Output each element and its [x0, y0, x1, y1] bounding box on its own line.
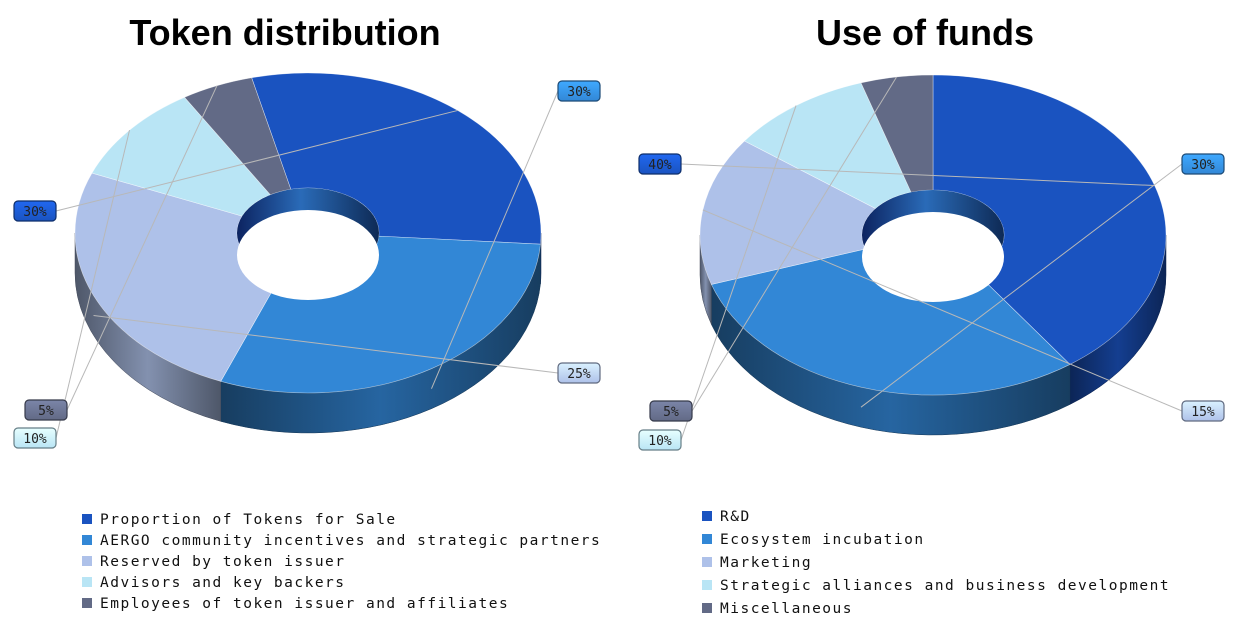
label-leader-4: [691, 76, 897, 412]
label-leader-1: [431, 90, 559, 389]
data-label-box-4: [649, 400, 693, 422]
legend-label: Miscellaneous: [720, 601, 853, 617]
legend-item: Advisors and key backers: [82, 573, 601, 594]
label-leader-1: [860, 163, 1183, 408]
legend-item: Marketing: [702, 552, 1170, 575]
legend-item: Reserved by token issuer: [82, 552, 601, 573]
data-label-box-0: [13, 200, 57, 222]
data-label-box-3: [638, 429, 682, 451]
legend-swatch: [82, 535, 92, 545]
label-leader-3: [680, 105, 797, 441]
legend-label: Strategic alliances and business develop…: [720, 578, 1171, 594]
data-label-0: 30%: [23, 205, 47, 220]
legend-swatch: [82, 598, 92, 608]
legend-label: Employees of token issuer and affiliates: [100, 596, 510, 612]
legend-label: Ecosystem incubation: [720, 532, 925, 548]
legend-swatch: [82, 577, 92, 587]
legend-item: Ecosystem incubation: [702, 529, 1170, 552]
legend-label: R&D: [720, 509, 751, 525]
data-label-box-3: [13, 427, 57, 449]
data-label-3: 10%: [648, 434, 672, 449]
legend-token-distribution: Proportion of Tokens for Sale AERGO commu…: [82, 510, 601, 615]
legend-swatch: [82, 514, 92, 524]
legend-item: Employees of token issuer and affiliates: [82, 594, 601, 615]
legend-label: AERGO community incentives and strategic…: [100, 533, 602, 549]
legend-swatch: [702, 603, 712, 613]
chart-title-token-distribution: Token distribution: [129, 12, 441, 53]
data-label-2: 25%: [567, 367, 591, 382]
data-label-box-1: [1181, 153, 1225, 175]
label-leader-2: [93, 315, 559, 374]
legend-swatch: [702, 580, 712, 590]
legend-label: Proportion of Tokens for Sale: [100, 512, 397, 528]
data-label-4: 5%: [38, 404, 54, 419]
use-of-funds-chart: 40% 30% 15% 10% 5%: [638, 74, 1225, 451]
label-leader-3: [55, 130, 130, 439]
data-label-box-4: [24, 399, 68, 421]
legend-swatch: [702, 557, 712, 567]
label-leader-2: [702, 209, 1183, 412]
legend-item: Miscellaneous: [702, 598, 1170, 621]
label-leader-0: [680, 163, 1155, 187]
label-leader-0: [55, 109, 458, 212]
legend-item: Proportion of Tokens for Sale: [82, 510, 601, 531]
data-label-box-2: [557, 362, 601, 384]
legend-use-of-funds: R&D Ecosystem incubation Marketing Strategi…: [702, 506, 1170, 621]
legend-label: Advisors and key backers: [100, 575, 346, 591]
data-label-1: 30%: [1191, 158, 1215, 173]
data-label-0: 40%: [648, 158, 672, 173]
legend-swatch: [702, 534, 712, 544]
data-label-box-1: [557, 80, 601, 102]
label-leader-4: [66, 85, 218, 411]
legend-swatch: [702, 511, 712, 521]
data-label-3: 10%: [23, 432, 47, 447]
legend-item: R&D: [702, 506, 1170, 529]
legend-item: AERGO community incentives and strategic…: [82, 531, 601, 552]
legend-label: Reserved by token issuer: [100, 554, 346, 570]
legend-swatch: [82, 556, 92, 566]
legend-item: Strategic alliances and business develop…: [702, 575, 1170, 598]
data-label-1: 30%: [567, 85, 591, 100]
legend-label: Marketing: [720, 555, 813, 571]
data-label-4: 5%: [663, 405, 679, 420]
chart-title-use-of-funds: Use of funds: [815, 12, 1034, 53]
donut-hole: [237, 210, 379, 300]
data-label-box-2: [1181, 400, 1225, 422]
donut-hole: [862, 212, 1004, 302]
data-label-box-0: [638, 153, 682, 175]
data-label-2: 15%: [1191, 405, 1215, 420]
token-distribution-chart: 30% 30% 25% 10% 5%: [13, 72, 601, 449]
